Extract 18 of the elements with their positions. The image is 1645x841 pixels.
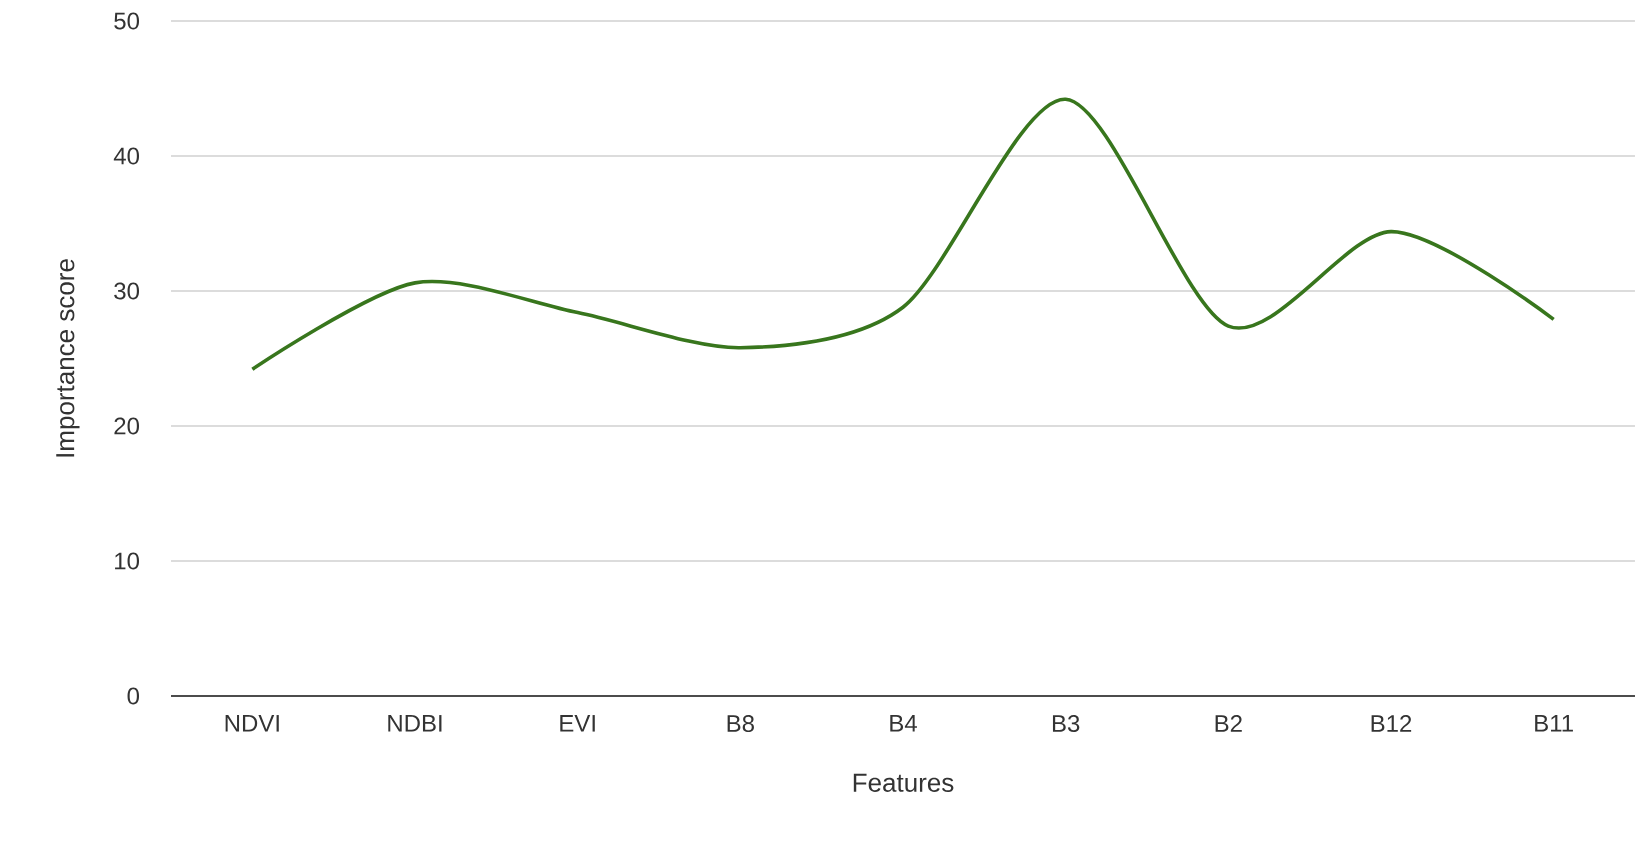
- y-tick-label: 40: [113, 147, 140, 165]
- x-tick-label: NDVI: [225, 715, 279, 732]
- x-tick-label: B3: [1052, 715, 1080, 733]
- x-axis-title: Features: [853, 773, 954, 792]
- x-tick-label: B8: [727, 715, 754, 733]
- y-tick-label: 30: [114, 282, 140, 300]
- x-tick-label: B4: [890, 715, 917, 732]
- x-tick-label: B12: [1371, 715, 1412, 732]
- x-tick-label: NDBI: [388, 715, 442, 732]
- y-tick-label: 50: [114, 12, 140, 30]
- line-series: [250, 97, 1556, 372]
- y-axis-title: Importance score: [56, 259, 80, 457]
- x-tick-label: B11: [1535, 715, 1573, 732]
- x-tick-label: EVI: [560, 715, 595, 732]
- x-tick-label: B2: [1215, 715, 1242, 732]
- y-tick-label: 0: [127, 687, 140, 705]
- y-tick-label: 10: [115, 552, 140, 570]
- y-tick-label: 20: [114, 417, 140, 435]
